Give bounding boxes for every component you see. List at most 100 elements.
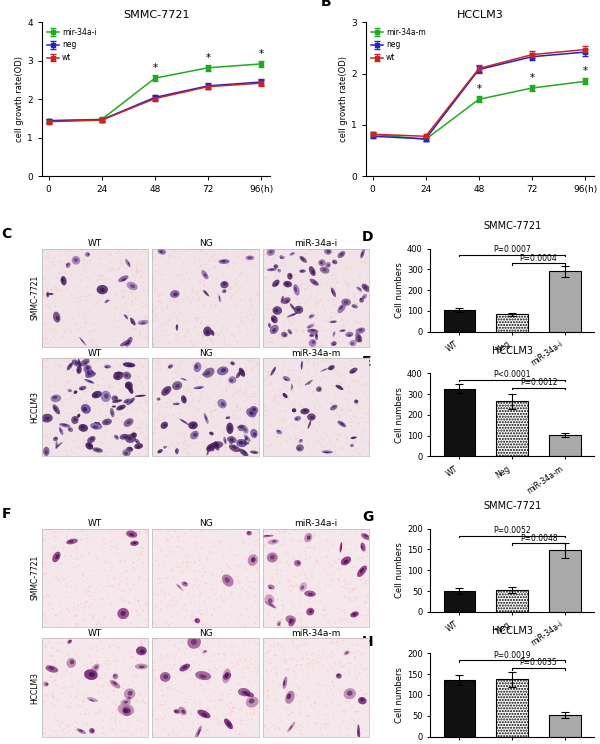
Point [75,572,85,584]
Point [71,659,80,671]
Ellipse shape [137,434,143,440]
Point [49,580,59,592]
Point [202,432,211,444]
Point [346,373,355,385]
Text: P=0.0035: P=0.0035 [520,658,557,667]
Point [287,682,296,694]
Ellipse shape [126,307,133,311]
Point [343,279,352,291]
Point [110,704,120,716]
Point [282,570,292,582]
Point [96,571,106,583]
Point [116,668,125,680]
Point [38,318,47,330]
Point [311,423,321,435]
Point [156,667,166,679]
Point [176,563,185,575]
Point [268,650,277,662]
Point [217,371,226,382]
Point [248,356,258,368]
Point [274,258,283,270]
Point [177,283,187,295]
Point [163,412,172,424]
Point [87,373,97,385]
Point [131,556,140,568]
Point [157,434,166,446]
Point [109,271,118,283]
Point [56,602,66,614]
Point [228,574,238,586]
Point [115,567,125,579]
Ellipse shape [287,340,288,342]
Point [168,258,178,270]
Point [49,561,59,573]
Point [49,728,58,740]
Point [75,271,85,283]
Point [281,327,291,339]
Ellipse shape [317,393,320,397]
Point [296,279,305,291]
Point [277,262,287,274]
Point [230,386,239,398]
Point [224,682,233,694]
Point [278,586,288,597]
Point [235,722,245,734]
Point [284,612,294,624]
Point [108,658,118,670]
Point [87,688,97,700]
Point [269,275,278,287]
Point [348,527,358,539]
Point [149,669,159,681]
Point [142,298,151,310]
Point [199,542,208,554]
Point [164,725,173,737]
Point [259,536,269,548]
Ellipse shape [111,388,115,392]
Point [290,664,299,676]
Point [42,722,52,734]
Point [214,662,223,674]
Point [349,402,358,414]
Point [292,321,302,333]
Point [337,681,346,693]
Point [178,275,187,286]
Point [248,402,258,414]
Point [240,333,250,345]
Point [128,528,137,540]
Point [315,711,325,722]
Ellipse shape [218,407,223,410]
Point [130,596,140,608]
Ellipse shape [137,401,141,404]
Point [343,420,353,432]
Point [128,664,138,676]
Point [77,695,86,707]
Ellipse shape [130,410,139,418]
Point [242,565,251,577]
Point [345,593,355,605]
Point [334,567,343,579]
Ellipse shape [103,410,108,412]
Ellipse shape [191,424,193,429]
Point [133,646,142,658]
Point [76,612,85,624]
Point [278,245,287,257]
Point [42,407,52,419]
Point [88,422,97,434]
Point [87,372,97,384]
Point [55,400,64,411]
Ellipse shape [335,303,340,305]
Point [216,444,226,456]
Point [125,301,135,312]
Point [291,267,301,279]
Point [63,583,73,594]
Point [197,699,206,711]
Point [143,425,153,437]
Point [89,290,99,302]
Point [322,699,332,711]
Point [164,335,173,347]
Ellipse shape [85,383,90,387]
Point [68,539,77,551]
Point [116,702,126,713]
Point [302,364,311,376]
Point [78,687,88,699]
